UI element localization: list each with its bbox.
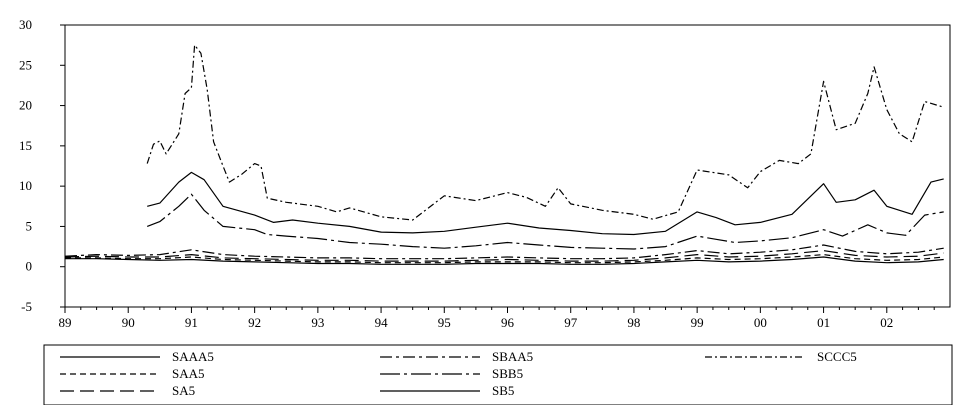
y-tick-label: -5	[21, 299, 32, 314]
series-line-saa5	[65, 254, 944, 264]
series-lines	[64, 44, 944, 265]
y-tick-label: 0	[26, 259, 33, 274]
plot-area-border	[64, 24, 951, 308]
y-tick-label: 5	[26, 218, 33, 233]
y-axis: -5 0 5 10 15 20 25 30	[19, 17, 65, 314]
series-line-saaa5	[65, 256, 944, 265]
legend-label-sb5: SB5	[492, 383, 514, 398]
x-tick-label: 99	[691, 315, 704, 330]
x-tick-label: 97	[564, 315, 578, 330]
series-line-sbb5	[146, 193, 944, 250]
series-line-sbaa5	[64, 244, 944, 260]
legend-label-sa5: SA5	[172, 383, 195, 398]
x-tick-label: 00	[754, 315, 767, 330]
x-tick-label: 01	[817, 315, 830, 330]
x-axis: 89 90 91 92 93 94 95 96 97 98 99 00 01 02	[59, 307, 935, 330]
series-line-sa5	[64, 250, 944, 262]
series-line-sb5	[147, 171, 944, 236]
legend-label-sbaa5: SBAA5	[492, 349, 533, 364]
legend-box	[43, 344, 953, 405]
y-tick-label: 10	[19, 178, 32, 193]
x-tick-label: 02	[880, 315, 893, 330]
legend-label-saa5: SAA5	[172, 366, 205, 381]
legend-label-sbb5: SBB5	[492, 366, 523, 381]
x-tick-label: 89	[59, 315, 72, 330]
y-tick-label: 25	[19, 57, 32, 72]
series-line-sccc5	[146, 44, 944, 221]
x-tick-label: 93	[311, 315, 324, 330]
legend-label-sccc5: SCCC5	[817, 349, 857, 364]
y-tick-label: 15	[19, 138, 32, 153]
x-tick-label: 92	[248, 315, 261, 330]
plot-frame	[64, 24, 951, 308]
legend-label-saaa5: SAAA5	[172, 349, 214, 364]
x-tick-label: 95	[438, 315, 451, 330]
y-tick-label: 20	[19, 98, 32, 113]
x-tick-label: 91	[185, 315, 198, 330]
x-tick-label: 90	[122, 315, 135, 330]
y-tick-label: 30	[19, 17, 32, 32]
x-tick-label: 98	[627, 315, 640, 330]
x-tick-label: 96	[501, 315, 515, 330]
legend: SAAA5 SAA5 SA5 SBAA5 SBB5 SB5 SCCC5	[43, 344, 953, 405]
x-tick-label: 94	[375, 315, 389, 330]
